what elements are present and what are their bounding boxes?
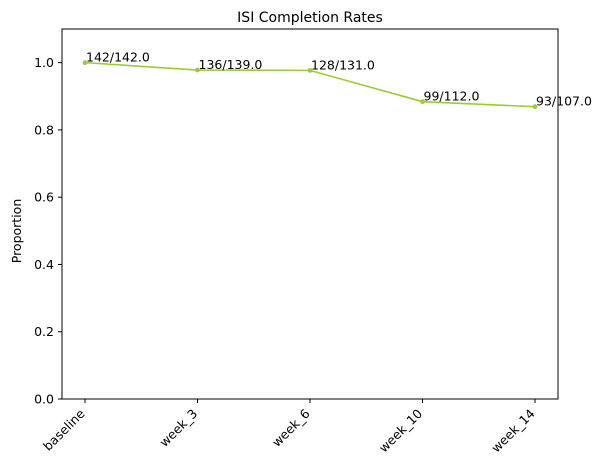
y-tick-label: 1.0 — [34, 55, 54, 70]
plot-frame — [61, 28, 559, 400]
y-axis-label: Proportion — [9, 199, 24, 264]
y-tick-label: 0.6 — [34, 190, 54, 205]
data-label: 99/112.0 — [424, 89, 480, 104]
data-label: 128/131.0 — [311, 57, 375, 72]
data-point — [420, 99, 425, 105]
y-tick-label: 0.2 — [34, 324, 54, 339]
x-tick-label: week_6 — [269, 406, 313, 450]
chart-title: ISI Completion Rates — [237, 10, 383, 26]
data-label: 136/139.0 — [199, 57, 263, 72]
data-label: 93/107.0 — [536, 94, 592, 109]
data-point — [532, 104, 538, 110]
y-tick-label: 0.0 — [34, 392, 54, 407]
x-tick-label: week_3 — [156, 406, 200, 450]
data-point — [195, 67, 200, 73]
x-tick-label: week_14 — [488, 406, 538, 456]
y-tick-label: 0.4 — [34, 257, 54, 272]
plot-area: 0.0 0.2 0.4 0.6 0.8 1.0 baseline week_3 week_6 we… — [34, 28, 592, 456]
data-point — [307, 67, 313, 73]
data-label: 142/142.0 — [86, 50, 150, 65]
x-tick-label: baseline — [40, 406, 88, 454]
y-tick-label: 0.8 — [34, 122, 54, 137]
data-point — [82, 60, 88, 66]
x-tick-label: week_10 — [376, 406, 426, 456]
